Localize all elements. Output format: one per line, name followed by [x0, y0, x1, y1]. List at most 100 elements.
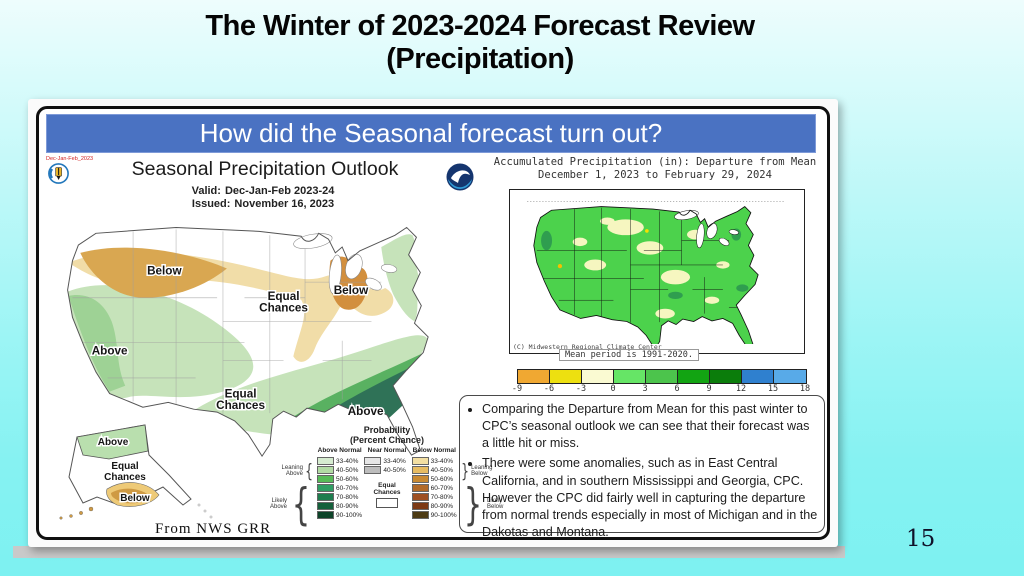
legend-swatch-label: 60-70% — [336, 484, 359, 492]
legend-row: 40-50% — [317, 466, 362, 475]
legend-row: 33-40% — [317, 457, 362, 466]
legend-swatch — [411, 493, 429, 501]
legend-swatch — [317, 484, 334, 492]
legend-swatch-label: 40-50% — [430, 466, 454, 474]
legend-swatch-label: 50-60% — [430, 475, 454, 483]
bullets-box: Comparing the Departure from Mean for th… — [459, 395, 825, 539]
colorbar-segment — [678, 370, 710, 383]
colorbar-tick: -6 — [543, 384, 555, 394]
alaska-inset-svg: Above Equal Chances Below — [59, 424, 213, 520]
outlook-corner-tag: Dec-Jan-Feb_2023 — [46, 156, 94, 162]
bullet-item: Comparing the Departure from Mean for th… — [482, 401, 818, 452]
colorbar-segment — [774, 370, 806, 383]
legend-swatch-label: 90-100% — [336, 511, 363, 519]
label-ak-below: Below — [120, 493, 150, 504]
great-lakes — [293, 233, 398, 295]
content-frame: How did the Seasonal forecast turn out? … — [28, 99, 838, 547]
valid-label: Valid: — [191, 185, 221, 197]
colorbar-tick: 6 — [674, 384, 680, 394]
colorbar-tick: -9 — [511, 384, 523, 394]
legend-col-near: Near Normal 33-40% 40-50% Equal Chances — [364, 446, 409, 508]
legend-swatch — [317, 457, 334, 465]
legend-swatch-label: 80-90% — [336, 502, 359, 510]
legend-row: 40-50% — [411, 466, 457, 475]
map-copyright: (C) Midwestern Regional Climate Center — [513, 343, 662, 351]
legend-row: 80-90% — [411, 502, 457, 511]
legend-swatch — [364, 466, 382, 474]
legend-col-above: Above Normal 33-40% 40-50% 50-60% 60-70% 70-… — [317, 446, 363, 520]
legend-swatch — [411, 475, 429, 483]
legend-swatch-label: 33-40% — [430, 457, 454, 465]
attribution-text: From NWS GRR — [155, 521, 272, 537]
brace-icon: { — [305, 459, 313, 482]
colorbar-tick: 15 — [767, 384, 779, 394]
issued-label: Issued: — [191, 198, 231, 210]
label-ak-equal-l1: Equal — [111, 461, 138, 472]
legend-row: 60-70% — [317, 484, 362, 493]
brace-icon: } — [461, 459, 469, 482]
label-equal2-l2: Chances — [216, 399, 265, 412]
label-above-west: Above — [92, 344, 128, 357]
outlook-valid-line: Valid: Dec-Jan-Feb 2023-24 — [95, 185, 435, 197]
outlook-map-svg: Below Equal Chances Below Above Equal Ch… — [67, 226, 429, 457]
colorbar-segment — [646, 370, 678, 383]
colorbar-tick: -3 — [575, 384, 587, 394]
label-ak-equal-l2: Chances — [104, 472, 146, 483]
verification-title: Accumulated Precipitation (in): Departur… — [483, 156, 827, 182]
colorbar-segment — [742, 370, 774, 383]
label-ak-above: Above — [98, 437, 129, 448]
legend-swatch — [411, 484, 429, 492]
mean-period-note: Mean period is 1991-2020. — [559, 349, 699, 361]
legend-row: 50-60% — [411, 475, 457, 484]
legend-col-below: Below Normal 33-40% 40-50% 50-60% 60-70% 70-… — [411, 447, 457, 520]
legend-row: 50-60% — [317, 475, 362, 484]
legend-swatch — [317, 493, 334, 501]
label-above-se: Above — [348, 405, 384, 418]
outlook-legend: Probability (Percent Chance) Leaning Abo… — [270, 425, 503, 530]
great-lakes — [674, 210, 739, 249]
label-equal2-l1: Equal — [225, 387, 257, 400]
legend-likely-above-label: Likely Above — [269, 498, 287, 511]
legend-equal-l1: Equal — [378, 481, 396, 489]
valid-value: Dec-Jan-Feb 2023-24 — [224, 185, 335, 197]
legend-title-line2: (Percent Chance) — [349, 435, 425, 446]
colorbar-segment — [518, 370, 550, 383]
colorbar-tick: 3 — [642, 384, 648, 394]
legend-row: 80-90% — [317, 502, 362, 511]
verification-map-svg — [527, 201, 785, 344]
legend-row: 33-40% — [364, 457, 409, 466]
legend-swatch-label: 70-80% — [336, 493, 359, 501]
colorbar — [517, 369, 807, 384]
legend-swatch-label: 40-50% — [383, 466, 406, 474]
slide-title-line1: The Winter of 2023-2024 Forecast Review — [205, 10, 755, 42]
legend-swatch — [364, 457, 382, 465]
us-outline-stroke — [67, 226, 429, 457]
colorbar-tick: 9 — [706, 384, 712, 394]
legend-swatch-label: 33-40% — [336, 457, 359, 465]
outlook-issued-line: Issued: November 16, 2023 — [95, 198, 435, 210]
issued-value: November 16, 2023 — [234, 198, 335, 210]
content-panel: How did the Seasonal forecast turn out? … — [36, 106, 830, 540]
legend-col-above-head: Above Normal — [317, 446, 362, 454]
legend-equal-chances: Equal Chances — [364, 482, 409, 508]
verification-title-line1: Accumulated Precipitation (in): Departur… — [493, 156, 817, 168]
legend-swatch-label: 60-70% — [430, 484, 454, 492]
legend-leaning-above-label: Leaning Above — [281, 464, 303, 477]
cpc-logo-icon — [48, 163, 69, 184]
aleutians — [59, 506, 94, 520]
label-below-nw: Below — [147, 264, 182, 277]
legend-swatch — [411, 502, 429, 510]
noaa-logo-icon — [446, 163, 474, 191]
colorbar-ticks: -9 -6 -3 0 3 6 9 12 15 18 — [512, 384, 810, 394]
legend-swatch-label: 70-80% — [430, 493, 454, 501]
legend-swatch-label: 40-50% — [336, 466, 359, 474]
legend-swatch-label: 33-40% — [383, 457, 406, 465]
legend-row: 60-70% — [411, 484, 457, 493]
legend-col-near-head: Near Normal — [367, 446, 407, 454]
legend-swatch — [411, 457, 429, 465]
label-equal1-l1: Equal — [268, 290, 300, 303]
colorbar-tick: 0 — [610, 384, 616, 394]
legend-swatch-label: 90-100% — [430, 511, 457, 519]
legend-swatch — [317, 466, 334, 474]
